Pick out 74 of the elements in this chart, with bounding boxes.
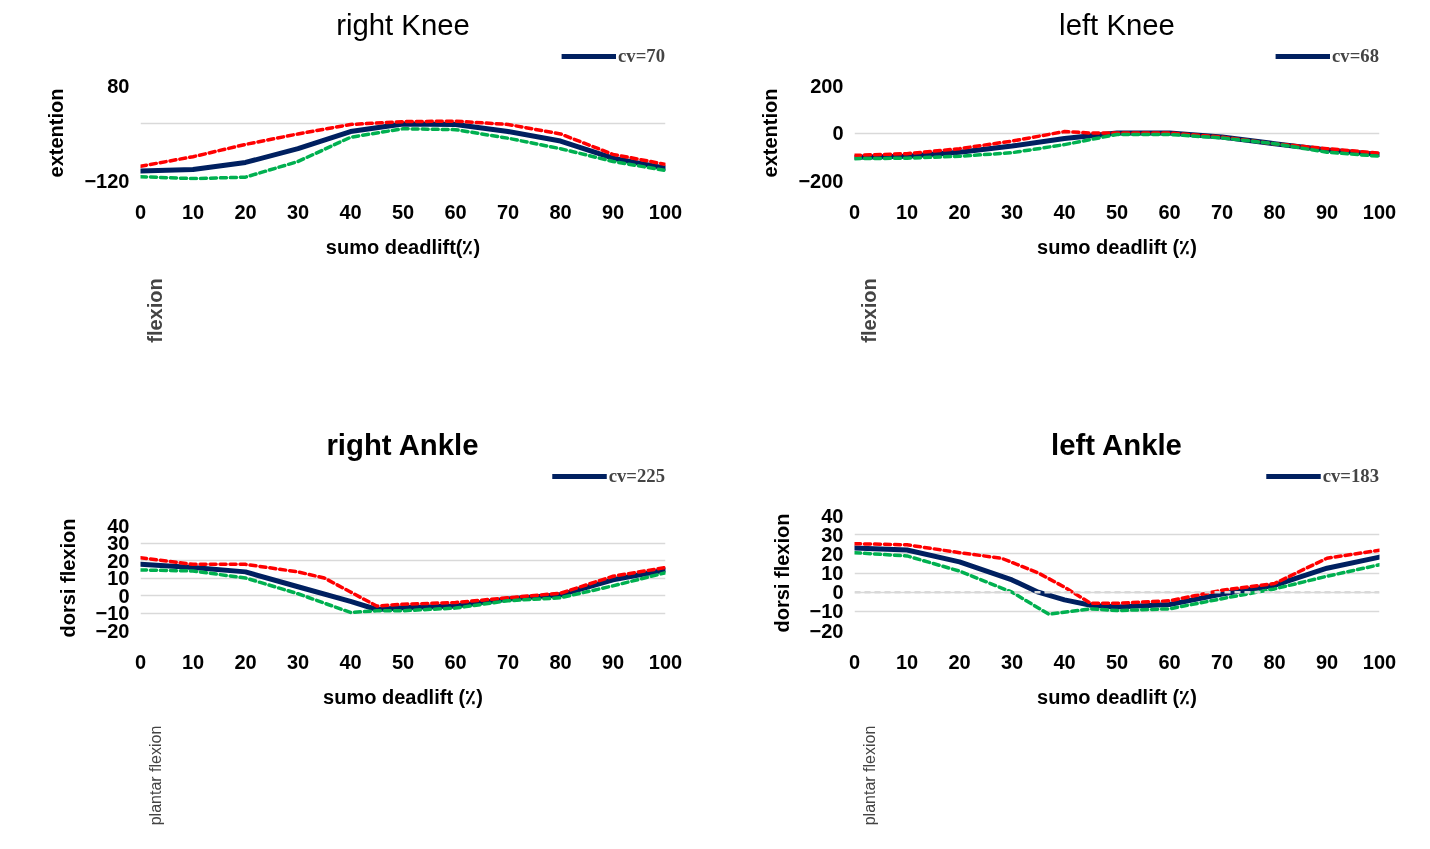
x-tick-label: 10	[181, 650, 205, 673]
line-series	[140, 555, 666, 608]
x-axis-title: sumo deadlift (٪)	[1037, 685, 1197, 708]
legend-label: cv=183	[1322, 465, 1379, 487]
x-tick-label: 70	[496, 650, 520, 673]
x-tick-label: 40	[339, 650, 362, 673]
x-tick-label: 90	[1315, 200, 1339, 223]
x-tick-label: 30	[1000, 200, 1024, 223]
x-tick-label: 30	[286, 650, 310, 673]
x-tick-label: 40	[1053, 650, 1076, 673]
x-tick-label: 0	[134, 200, 147, 223]
x-tick-label: 50	[1105, 650, 1129, 673]
chart-title: right Knee	[336, 7, 470, 41]
x-axis-title: sumo deadlift (٪)	[1037, 235, 1197, 258]
legend-label: cv=70	[618, 45, 665, 67]
x-tick-label: 40	[339, 200, 362, 223]
x-tick-label: 80	[549, 200, 572, 223]
y-tick-label: −200	[798, 169, 844, 192]
x-tick-label: 50	[391, 650, 415, 673]
y-tick-label: 80	[107, 74, 130, 97]
x-tick-label: 70	[496, 200, 520, 223]
y-tick-label: −120	[84, 169, 130, 192]
x-tick-label: 90	[601, 650, 625, 673]
x-tick-label: 100	[648, 200, 683, 223]
line-series	[854, 550, 1380, 616]
x-tick-label: 10	[895, 650, 919, 673]
x-tick-label: 90	[601, 200, 625, 223]
x-tick-label: 100	[1362, 200, 1397, 223]
x-tick-label: 80	[549, 650, 572, 673]
y-tick-label: 200	[810, 74, 844, 97]
x-tick-label: 80	[1263, 650, 1286, 673]
y-axis-title: dorsi flexion	[770, 513, 793, 633]
line-series	[140, 126, 666, 181]
x-tick-label: 30	[286, 200, 310, 223]
x-tick-label: 60	[444, 200, 467, 223]
y-axis-title: extention	[45, 88, 68, 178]
legend-label: cv=225	[608, 465, 665, 487]
x-tick-label: 20	[234, 650, 257, 673]
chart-title: right Ankle	[326, 427, 479, 461]
x-tick-label: 80	[1263, 200, 1286, 223]
x-tick-label: 50	[391, 200, 415, 223]
x-tick-label: 100	[648, 650, 683, 673]
x-tick-label: 20	[948, 200, 971, 223]
chart-title: left Ankle	[1051, 427, 1182, 461]
y-tick-label: 0	[832, 122, 844, 144]
x-tick-label: 70	[1210, 650, 1234, 673]
x-tick-label: 10	[895, 200, 919, 223]
x-tick-label: 20	[948, 650, 971, 673]
chart-title: left Knee	[1059, 7, 1175, 41]
text: flexion	[144, 278, 167, 343]
x-tick-label: 90	[1315, 650, 1339, 673]
x-tick-label: 70	[1210, 200, 1234, 223]
line-series	[140, 568, 666, 615]
y-axis-title: extention	[759, 88, 782, 178]
text: plantar flexion	[860, 725, 878, 826]
x-tick-label: 100	[1362, 650, 1397, 673]
y-axis-title: dorsi flexion	[56, 518, 79, 638]
x-tick-label: 60	[1158, 200, 1181, 223]
x-tick-label: 20	[234, 200, 257, 223]
x-axis-title: sumo deadlift(٪)	[325, 235, 481, 258]
text: plantar flexion	[146, 725, 164, 826]
x-tick-label: 10	[181, 200, 205, 223]
x-tick-label: 50	[1105, 200, 1129, 223]
x-tick-label: 30	[1000, 650, 1024, 673]
x-tick-label: 60	[1158, 650, 1181, 673]
x-tick-label: 40	[1053, 200, 1076, 223]
x-tick-label: 60	[444, 650, 467, 673]
legend-label: cv=68	[1332, 45, 1379, 67]
y-tick-label: 10	[821, 562, 844, 584]
x-tick-label: 0	[848, 650, 861, 673]
text: flexion	[858, 278, 881, 343]
x-axis-title: sumo deadlift (٪)	[323, 685, 483, 708]
x-tick-label: 0	[848, 200, 861, 223]
x-tick-label: 0	[134, 650, 147, 673]
